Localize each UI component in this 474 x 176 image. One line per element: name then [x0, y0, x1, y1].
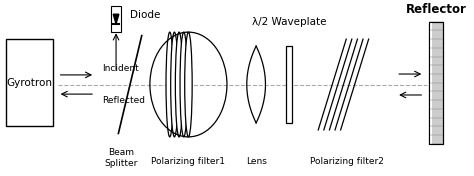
Ellipse shape	[185, 32, 192, 137]
Ellipse shape	[171, 32, 178, 137]
Polygon shape	[113, 14, 119, 24]
Text: Reflected: Reflected	[102, 96, 145, 105]
Text: Lens: Lens	[246, 157, 266, 166]
Text: Incident: Incident	[102, 64, 139, 73]
Text: Polarizing filter2: Polarizing filter2	[310, 157, 384, 166]
Bar	[6, 39, 53, 126]
Bar	[111, 6, 121, 32]
Text: λ/2 Waveplate: λ/2 Waveplate	[252, 17, 326, 27]
Ellipse shape	[166, 32, 173, 137]
Bar	[429, 22, 432, 144]
Text: Gyrotron: Gyrotron	[7, 78, 53, 88]
Ellipse shape	[180, 32, 188, 137]
Bar	[285, 46, 292, 123]
Text: Polarizing filter1: Polarizing filter1	[151, 157, 226, 166]
Text: Reflector: Reflector	[405, 3, 466, 16]
Text: Diode: Diode	[130, 10, 160, 20]
Text: Beam
Splitter: Beam Splitter	[104, 148, 137, 168]
Bar	[429, 22, 443, 144]
Bar	[429, 22, 443, 144]
Ellipse shape	[175, 32, 183, 137]
